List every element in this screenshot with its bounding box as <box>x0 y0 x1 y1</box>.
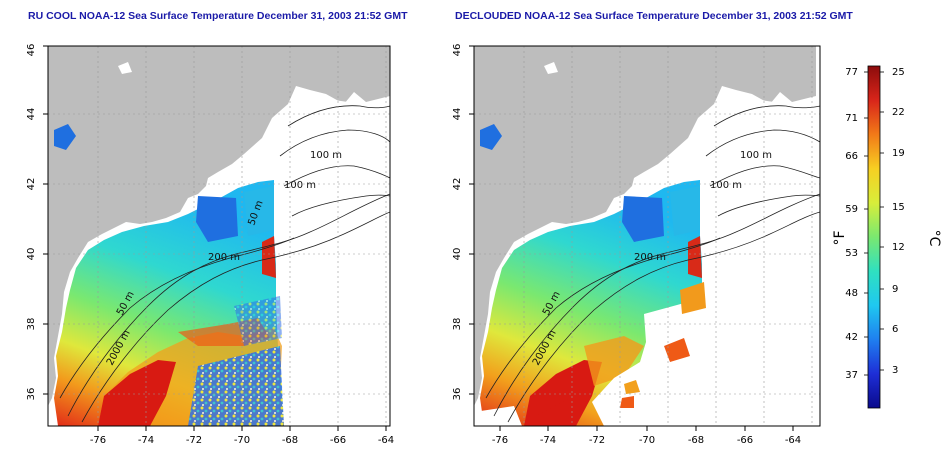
colorbar-gradient <box>867 65 881 409</box>
lat-tick-label: 40 <box>452 248 463 261</box>
fahrenheit-tick-label: 53 <box>845 248 858 259</box>
contour-label: 100 m <box>710 180 742 191</box>
temperature-colorbar: 77 71 66 59 53 48 42 37 25 22 19 15 12 9… <box>832 65 942 409</box>
lon-tick-label: -76 <box>492 435 508 446</box>
celsius-tick-label: 19 <box>892 148 905 159</box>
celsius-tick-label: 3 <box>892 365 898 376</box>
contour-label: 100 m <box>310 150 342 161</box>
lon-tick-label: -68 <box>282 435 298 446</box>
lon-tick-label: -74 <box>138 435 154 446</box>
celsius-tick-label: 15 <box>892 202 905 213</box>
fahrenheit-unit-label: °F <box>832 230 848 245</box>
lon-tick-label: -74 <box>540 435 556 446</box>
lat-tick-label: 44 <box>26 108 37 121</box>
lon-tick-label: -64 <box>785 435 801 446</box>
lat-tick-label: 42 <box>26 178 37 191</box>
lon-tick-label: -66 <box>737 435 753 446</box>
fahrenheit-tick-label: 42 <box>845 332 858 343</box>
lat-tick-label: 44 <box>452 108 463 121</box>
contour-label: 100 m <box>284 180 316 191</box>
contour-label: 200 m <box>208 252 240 263</box>
lon-tick-label: -64 <box>378 435 394 446</box>
fahrenheit-tick-label: 77 <box>845 67 858 78</box>
contour-label: 200 m <box>634 252 666 263</box>
celsius-tick-label: 25 <box>892 67 905 78</box>
fahrenheit-tick-label: 71 <box>845 113 858 124</box>
lon-tick-label: -72 <box>186 435 202 446</box>
lat-tick-label: 38 <box>452 318 463 331</box>
celsius-tick-label: 22 <box>892 107 905 118</box>
lon-tick-label: -76 <box>90 435 106 446</box>
lat-tick-label: 42 <box>452 178 463 191</box>
right-panel-title: DECLOUDED NOAA-12 Sea Surface Temperatur… <box>455 10 853 22</box>
lon-tick-label: -66 <box>330 435 346 446</box>
lon-tick-label: -68 <box>688 435 704 446</box>
lat-tick-label: 46 <box>452 44 463 57</box>
lat-tick-label: 46 <box>26 44 37 57</box>
fahrenheit-tick-label: 48 <box>845 288 858 299</box>
fahrenheit-tick-label: 37 <box>845 370 858 381</box>
left-panel-title: RU COOL NOAA-12 Sea Surface Temperature … <box>28 10 408 22</box>
lon-tick-label: -70 <box>234 435 250 446</box>
lat-tick-label: 38 <box>26 318 37 331</box>
celsius-tick-label: 9 <box>892 284 898 295</box>
lat-tick-label: 36 <box>452 388 463 401</box>
lat-tick-label: 40 <box>26 248 37 261</box>
celsius-tick-label: 12 <box>892 242 905 253</box>
fahrenheit-tick-label: 66 <box>845 151 858 162</box>
fahrenheit-tick-label: 59 <box>845 204 858 215</box>
left-map: 100 m 100 m 200 m 50 m 2000 m 50 m -76 -… <box>26 44 394 446</box>
contour-label: 100 m <box>740 150 772 161</box>
right-map: 100 m 100 m 200 m 50 m 2000 m -76 -74 -7… <box>452 44 821 446</box>
lat-tick-label: 36 <box>26 388 37 401</box>
lon-tick-label: -70 <box>639 435 655 446</box>
celsius-unit-label: °C <box>926 230 942 247</box>
lon-tick-label: -72 <box>589 435 605 446</box>
celsius-tick-label: 6 <box>892 324 898 335</box>
